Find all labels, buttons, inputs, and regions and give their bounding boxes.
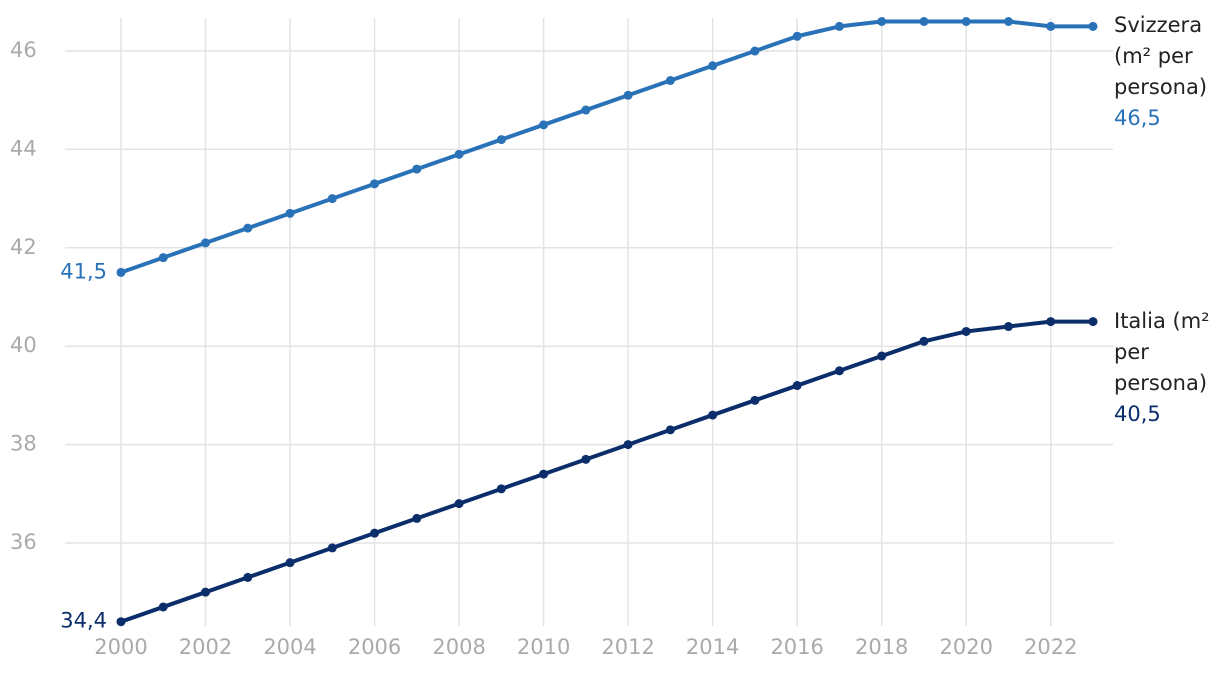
data-point xyxy=(285,558,295,568)
data-point xyxy=(496,135,506,145)
value-label: 46,5 xyxy=(1114,106,1161,131)
x-tick-label: 2006 xyxy=(348,635,401,659)
data-point xyxy=(370,528,380,538)
data-point xyxy=(496,484,506,494)
data-point xyxy=(158,602,168,612)
data-point xyxy=(201,238,211,248)
data-point xyxy=(412,164,422,174)
data-point xyxy=(581,454,591,464)
series-line xyxy=(120,19,1093,275)
data-point xyxy=(877,17,887,26)
series-label: Svizzera (m² per persona) 46,5 xyxy=(1114,10,1218,134)
data-point xyxy=(285,208,295,218)
data-point xyxy=(750,395,760,405)
x-tick-label: 2002 xyxy=(179,635,232,659)
data-point xyxy=(158,253,168,263)
data-point xyxy=(243,572,253,582)
data-point xyxy=(412,513,422,523)
data-point xyxy=(961,326,971,336)
y-tick-label: 42 xyxy=(10,235,37,259)
data-point xyxy=(539,469,549,479)
data-point xyxy=(1003,17,1013,26)
data-point xyxy=(961,17,971,26)
data-point xyxy=(1088,317,1098,327)
data-point xyxy=(750,46,760,56)
y-tick-label: 36 xyxy=(10,530,37,554)
data-point xyxy=(792,31,802,41)
legend-entry: Svizzera (m² per persona) xyxy=(1114,13,1208,100)
series-label: Italia (m² per persona) 40,5 xyxy=(1114,306,1218,430)
data-point xyxy=(877,351,887,361)
x-tick-label: 2016 xyxy=(770,635,823,659)
data-point xyxy=(454,499,464,509)
data-point xyxy=(623,440,633,450)
data-point xyxy=(834,366,844,376)
x-tick-label: 2010 xyxy=(517,635,570,659)
data-point xyxy=(665,425,675,435)
data-point xyxy=(919,17,929,26)
data-point xyxy=(243,223,253,233)
y-tick-label: 40 xyxy=(10,333,37,357)
data-point xyxy=(919,336,929,346)
y-tick-label: 46 xyxy=(10,38,37,62)
data-point xyxy=(1088,21,1098,31)
data-point xyxy=(708,410,718,420)
data-point xyxy=(1003,322,1013,332)
value-label: 40,5 xyxy=(1114,401,1161,426)
data-point xyxy=(708,61,718,71)
x-tick-label: 2018 xyxy=(855,635,908,659)
data-point xyxy=(327,543,337,553)
series-line xyxy=(120,319,1093,624)
x-tick-label: 2014 xyxy=(686,635,739,659)
data-point xyxy=(201,587,211,597)
data-point xyxy=(623,90,633,100)
data-point xyxy=(454,149,464,159)
x-tick-label: 2022 xyxy=(1024,635,1077,659)
data-point xyxy=(792,381,802,391)
data-point xyxy=(116,267,126,277)
x-tick-label: 2020 xyxy=(939,635,992,659)
data-point xyxy=(370,179,380,189)
y-tick-label: 44 xyxy=(10,136,37,160)
x-tick-label: 2008 xyxy=(432,635,485,659)
data-point xyxy=(327,194,337,204)
data-point xyxy=(116,617,126,627)
data-point xyxy=(665,76,675,86)
value-label: 41,5 xyxy=(60,259,107,283)
data-point xyxy=(1046,21,1056,31)
y-tick-label: 38 xyxy=(10,432,37,456)
x-tick-label: 2000 xyxy=(94,635,147,659)
x-tick-label: 2012 xyxy=(601,635,654,659)
data-point xyxy=(1046,317,1056,327)
data-point xyxy=(834,21,844,31)
legend-entry: Italia (m² per persona) xyxy=(1114,308,1210,395)
value-label: 34,4 xyxy=(60,609,107,633)
x-tick-label: 2004 xyxy=(263,635,316,659)
data-point xyxy=(581,105,591,115)
data-point xyxy=(539,120,549,130)
